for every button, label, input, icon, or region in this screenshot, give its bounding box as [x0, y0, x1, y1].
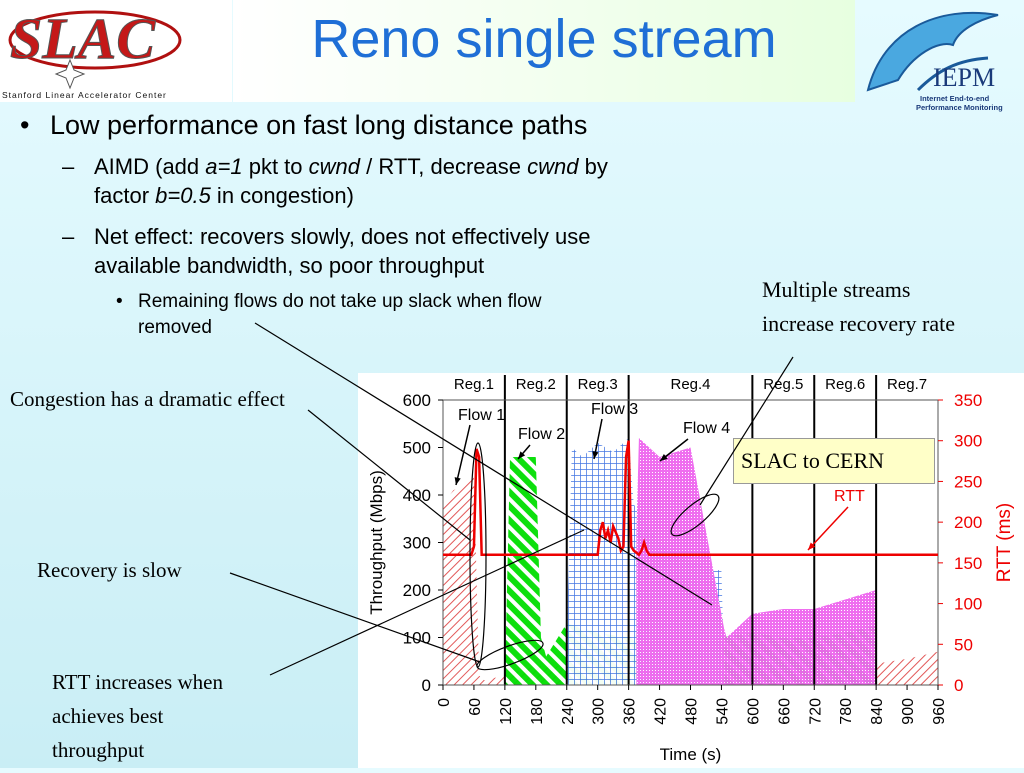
x-axis-label: Time (s) — [660, 745, 722, 764]
slac-star-icon — [54, 58, 86, 90]
x-tick-label: 420 — [653, 698, 670, 725]
dolphin-fin-icon — [916, 56, 989, 92]
slac-subtitle: Stanford Linear Accelerator Center — [2, 90, 167, 100]
x-tick-label: 660 — [776, 698, 793, 725]
slac-logo-graphic: SLAC Stanford Linear Accelerator Center — [2, 6, 182, 100]
sub-bullet-2-line-1: Net effect: recovers slowly, does not ef… — [94, 224, 591, 249]
flow-1-label: Flow 1 — [458, 407, 505, 424]
region-label: Reg.6 — [825, 376, 865, 393]
iepm-tagline-1: Internet End-to-end — [920, 94, 990, 103]
iepm-logo: IEPM Internet End-to-end Performance Mon… — [858, 0, 1024, 118]
subsub-bullet-line-2: removed — [138, 317, 212, 338]
region-label: Reg.7 — [887, 376, 927, 393]
x-tick-label: 180 — [529, 698, 546, 725]
x-tick-label: 900 — [900, 698, 917, 725]
iepm-name: IEPM — [933, 63, 995, 92]
dolphin-icon — [866, 11, 999, 92]
subsub-dot: • — [116, 291, 123, 312]
x-tick-label: 840 — [869, 698, 886, 725]
x-tick-label: 960 — [931, 698, 948, 725]
throughput-chart: 0100200300400500600050100150200250300350… — [367, 375, 1015, 764]
y2-tick-label: 350 — [954, 391, 982, 410]
x-tick-label: 300 — [591, 698, 608, 725]
rtt-arrow-head — [808, 542, 816, 550]
region-label: Reg.3 — [578, 376, 618, 393]
x-tick-label: 60 — [467, 698, 484, 716]
y-tick-label: 400 — [403, 486, 431, 505]
sub-dash-2: – — [62, 224, 75, 249]
y2-tick-label: 300 — [954, 432, 982, 451]
y-tick-label: 100 — [403, 629, 431, 648]
region-label: Reg.4 — [670, 376, 710, 393]
y2-tick-label: 100 — [954, 595, 982, 614]
y2-tick-label: 0 — [954, 676, 963, 695]
y-tick-label: 600 — [403, 391, 431, 410]
slac-wordmark: SLAC — [10, 6, 156, 71]
y-tick-label: 200 — [403, 581, 431, 600]
x-tick-label: 720 — [807, 698, 824, 725]
annotation-rtt-line-2: achieves best — [52, 704, 164, 728]
bullet-1: Low performance on fast long distance pa… — [50, 110, 588, 140]
annotation-rtt-line-1: RTT increases when — [52, 670, 223, 694]
sub-bullet-1-line-1: AIMD (add a=1 pkt to cwnd / RTT, decreas… — [94, 154, 608, 179]
x-tick-label: 0 — [436, 698, 453, 707]
x-tick-label: 240 — [560, 698, 577, 725]
sub-dash-1: – — [62, 154, 75, 179]
iepm-logo-graphic: IEPM Internet End-to-end Performance Mon… — [866, 11, 1003, 112]
x-tick-label: 360 — [622, 698, 639, 725]
annotation-recovery: Recovery is slow — [37, 558, 182, 582]
slac-cern-label: SLAC to CERN — [741, 448, 885, 473]
y2-tick-label: 250 — [954, 472, 982, 491]
chart-panel: 0 100 200 300 400 500 600 0 50 100 150 200 250 300 350… — [358, 373, 1024, 768]
flow-4-label: Flow 4 — [683, 420, 730, 437]
title-bar — [233, 0, 855, 102]
y-axis-label: Throughput (Mbps) — [367, 470, 386, 615]
x-tick-label: 600 — [745, 698, 762, 725]
x-tick-label: 780 — [838, 698, 855, 725]
annotation-rtt-line-3: throughput — [52, 738, 145, 762]
x-tick-label: 480 — [684, 698, 701, 725]
x-tick-label: 540 — [714, 698, 731, 725]
subsub-bullet-line-1: Remaining flows do not take up slack whe… — [138, 291, 542, 312]
y2-tick-label: 150 — [954, 554, 982, 573]
y-tick-label: 500 — [403, 439, 431, 458]
flow-3-label: Flow 3 — [591, 401, 638, 418]
annotation-multiple-streams-2: increase recovery rate — [762, 311, 955, 336]
y2-tick-label: 200 — [954, 513, 982, 532]
iepm-tagline-2: Performance Monitoring — [916, 103, 1003, 112]
sub-bullet-1-line-2: factor b=0.5 in congestion) — [94, 183, 354, 208]
region-label: Reg.2 — [516, 376, 556, 393]
slide-title: Reno single stream — [311, 9, 777, 69]
slac-logo-orbit — [8, 10, 182, 70]
annotation-congestion: Congestion has a dramatic effect — [10, 387, 285, 411]
slac-logo: SLAC Stanford Linear Accelerator Center — [0, 0, 232, 102]
y-tick-label: 300 — [403, 534, 431, 553]
rtt-label: RTT — [834, 488, 865, 505]
y2-tick-label: 50 — [954, 635, 973, 654]
sub-bullet-2-line-2: available bandwidth, so poor throughput — [94, 253, 485, 278]
y2-axis-label: RTT (ms) — [994, 503, 1015, 583]
flow-2-label: Flow 2 — [518, 426, 565, 443]
x-tick-label: 120 — [498, 698, 515, 725]
region-label: Reg.5 — [763, 376, 803, 393]
annotation-multiple-streams-1: Multiple streams — [762, 277, 911, 302]
flow-1-area — [443, 476, 938, 685]
bullet-dot: • — [20, 110, 30, 140]
region-label: Reg.1 — [454, 376, 494, 393]
rtt-arrow — [807, 506, 849, 551]
y-tick-label: 0 — [422, 676, 431, 695]
